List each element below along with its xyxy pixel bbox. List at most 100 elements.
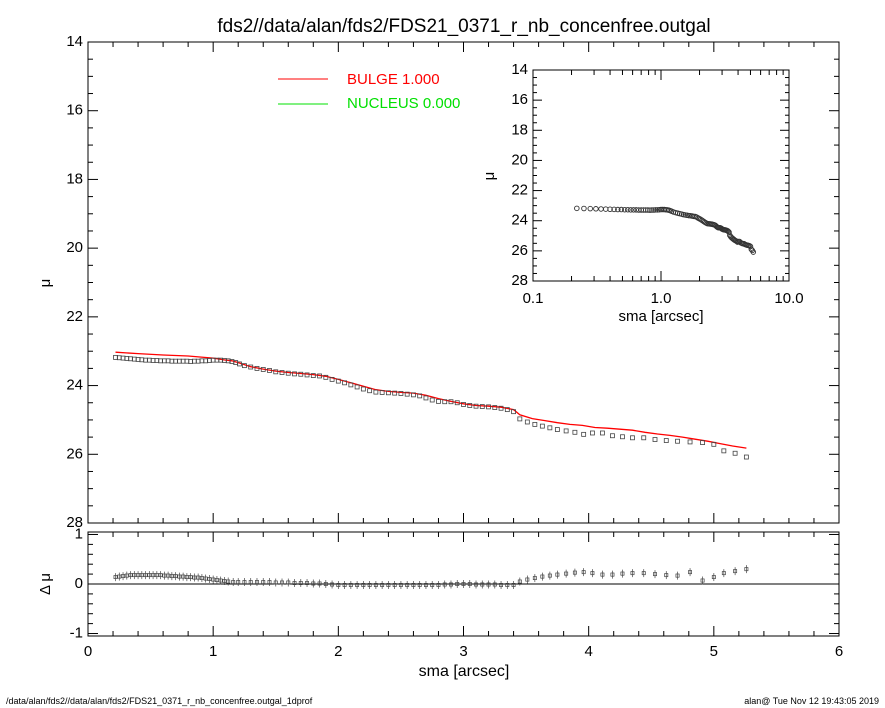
inset-y-tick-labels: 14 16 18 20 22 24 26 28 <box>511 61 528 289</box>
data-point <box>492 405 498 410</box>
data-point <box>285 370 291 376</box>
residual-y-axis-label: Δ μ <box>37 573 54 595</box>
residual-point <box>525 577 530 582</box>
inset-x-tick-label: 1.0 <box>651 290 672 307</box>
residual-point <box>154 573 159 578</box>
data-point <box>254 365 260 371</box>
residual-point <box>721 571 726 576</box>
inset-data-point <box>726 229 732 235</box>
inset-data-point <box>607 206 613 213</box>
main-y-tick-label: 26 <box>66 445 83 462</box>
data-point <box>304 372 310 378</box>
residual-point <box>261 580 266 584</box>
residual-point <box>192 575 197 580</box>
data-point <box>348 382 354 388</box>
residual-point <box>733 569 738 574</box>
bulge-model-line <box>115 351 747 449</box>
residual-point <box>430 583 435 587</box>
inset-x-tick-labels: 0.1 1.0 10.0 <box>523 290 804 307</box>
residual-point <box>255 580 259 584</box>
residual-point <box>442 582 447 587</box>
residual-point <box>688 570 693 575</box>
data-point <box>292 371 297 377</box>
data-point <box>404 391 410 397</box>
inset-data-point <box>625 206 631 213</box>
residual-point <box>292 581 297 585</box>
main-y-axis-label: μ <box>37 279 54 288</box>
data-point <box>329 376 335 382</box>
data-point <box>267 368 272 373</box>
residual-point <box>461 582 466 586</box>
residual-point <box>630 571 635 576</box>
residual-point <box>199 576 204 581</box>
residual-point <box>158 573 163 578</box>
residual-point <box>480 582 485 587</box>
data-point <box>373 389 379 395</box>
data-point <box>473 403 479 409</box>
residual-point <box>455 582 460 586</box>
inset-data-point <box>627 207 634 213</box>
data-point <box>572 429 578 435</box>
main-y-tick-label: 22 <box>66 308 83 325</box>
residual-point <box>540 574 545 579</box>
data-point <box>273 369 279 375</box>
data-point <box>590 430 595 436</box>
residual-point <box>547 573 552 578</box>
data-point <box>524 419 530 425</box>
footer-timestamp: alan@ Tue Nov 12 19:43:05 2019 <box>744 696 879 706</box>
main-y-tick-label: 14 <box>66 33 83 50</box>
inset-y-tick-label: 24 <box>511 212 528 229</box>
inset-x-axis-label: sma [arcsec] <box>618 308 703 325</box>
residual-point <box>373 583 378 587</box>
residual-point <box>367 583 372 587</box>
residual-point <box>330 582 335 587</box>
data-point <box>429 397 435 403</box>
data-point <box>675 438 680 444</box>
residual-point <box>675 573 680 578</box>
data-point <box>448 399 454 405</box>
residual-point <box>467 582 472 586</box>
residual-y-tick-labels: 1 0 -1 <box>70 525 83 641</box>
residual-point <box>128 573 133 578</box>
data-point <box>360 386 366 392</box>
residual-point <box>361 583 366 587</box>
residual-point <box>211 577 216 582</box>
main-y-tick-label: 20 <box>66 239 83 256</box>
data-point <box>367 388 373 394</box>
residual-point <box>600 572 605 577</box>
inset-data-point <box>649 207 655 213</box>
residual-point <box>162 573 167 578</box>
inset-data-point <box>587 205 593 212</box>
data-point <box>454 400 460 406</box>
residual-point <box>355 583 360 587</box>
residual-point <box>132 573 137 578</box>
inset-panel: 14 16 18 20 22 24 26 28 0.1 1.0 10.0 μ sma [arcse… <box>481 61 804 325</box>
residual-point <box>218 578 223 583</box>
inset-data-point <box>645 207 651 213</box>
residual-point <box>311 581 316 586</box>
residual-point <box>581 570 586 575</box>
residual-point <box>273 580 278 585</box>
data-point <box>563 428 569 434</box>
inset-data-point <box>630 207 637 213</box>
residual-point <box>226 579 231 584</box>
inset-y-tick-label: 22 <box>511 182 528 199</box>
inset-y-tick-label: 28 <box>511 272 528 289</box>
x-tick-label: 2 <box>334 643 342 660</box>
x-tick-labels: 0 1 2 3 4 5 6 <box>84 643 843 660</box>
residual-point <box>196 575 201 580</box>
data-point <box>504 407 510 413</box>
inset-x-tick-label: 10.0 <box>774 290 803 307</box>
residual-point <box>436 583 441 587</box>
residual-point <box>517 579 522 584</box>
residual-point <box>117 574 122 579</box>
data-point <box>260 367 266 372</box>
data-point <box>511 409 516 415</box>
data-point <box>354 384 360 390</box>
data-point <box>652 437 658 442</box>
residual-point <box>336 583 341 587</box>
data-point <box>237 361 242 367</box>
data-point <box>423 395 429 401</box>
x-tick-label: 1 <box>209 643 217 660</box>
residual-point <box>380 583 385 587</box>
